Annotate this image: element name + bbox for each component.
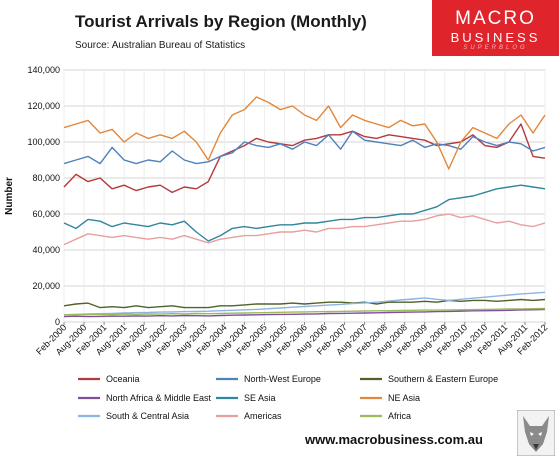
chart-title: Tourist Arrivals by Region (Monthly) <box>75 12 367 31</box>
y-tick-label: 60,000 <box>32 209 60 219</box>
series-line-north-africa-middle-east <box>63 308 546 318</box>
y-tick-label: 140,000 <box>27 65 60 75</box>
legend-label: NE Asia <box>388 393 420 403</box>
series-line-ne-asia <box>63 96 546 170</box>
y-tick-label: 40,000 <box>32 245 60 255</box>
y-tick-label: 20,000 <box>32 281 60 291</box>
y-tick-label: 80,000 <box>32 173 60 183</box>
series-line-americas <box>63 213 546 246</box>
legend-label: South & Central Asia <box>106 411 189 421</box>
wolf-logo-icon <box>517 410 555 456</box>
brand-logo[interactable]: MACRO BUSINESS SUPERBLOG <box>432 0 559 56</box>
legend-label: SE Asia <box>244 393 276 403</box>
brand-line-3: SUPERBLOG <box>463 45 528 51</box>
legend-label: Oceania <box>106 374 140 384</box>
series-line-southern-eastern-europe <box>63 298 546 309</box>
series-line-se-asia <box>63 184 546 242</box>
legend-label: Americas <box>244 411 282 421</box>
series-line-oceania <box>63 123 546 194</box>
brand-line-2: BUSINESS <box>450 30 541 45</box>
legend-label: Southern & Eastern Europe <box>388 374 498 384</box>
legend-label: Africa <box>388 411 411 421</box>
y-axis-label: Number <box>4 177 15 215</box>
y-tick-label: 120,000 <box>27 101 60 111</box>
y-tick-label: 0 <box>55 317 60 327</box>
series-line-africa <box>63 307 546 316</box>
series-line-north-west-europe <box>63 130 546 165</box>
website-url[interactable]: www.macrobusiness.com.au <box>305 432 483 447</box>
y-tick-label: 100,000 <box>27 137 60 147</box>
series-line-south-central-asia <box>63 291 546 316</box>
brand-line-1: MACRO <box>455 8 536 29</box>
legend-label: North Africa & Middle East <box>106 393 212 403</box>
chart-source: Source: Australian Bureau of Statistics <box>75 40 246 51</box>
legend-label: North-West Europe <box>244 374 321 384</box>
